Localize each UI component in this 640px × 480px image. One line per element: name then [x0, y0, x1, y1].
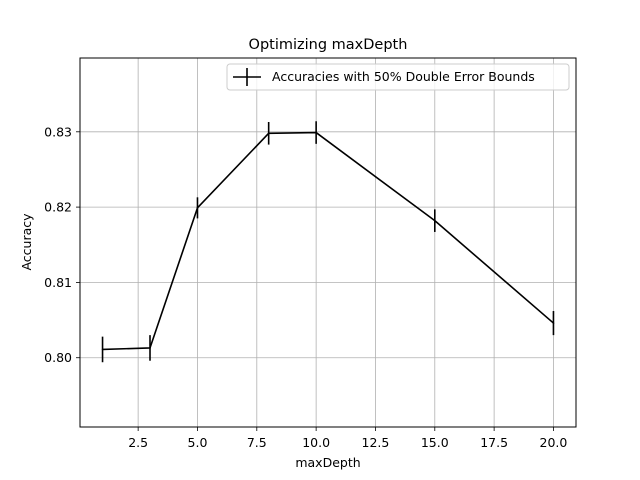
data-point: [433, 219, 436, 222]
x-tick-label: 7.5: [247, 435, 267, 450]
x-tick-label: 2.5: [128, 435, 148, 450]
x-tick-label: 10.0: [302, 435, 330, 450]
legend-box: [226, 63, 570, 91]
data-point: [101, 348, 104, 351]
y-tick-label: 0.81: [44, 275, 72, 290]
x-tick-label: 12.5: [362, 435, 390, 450]
x-tick-label: 15.0: [421, 435, 449, 450]
series-line: [102, 131, 554, 351]
y-tick-label: 0.82: [44, 200, 72, 215]
y-axis-label: Accuracy: [19, 213, 34, 271]
chart-title: Optimizing maxDepth: [249, 37, 408, 53]
plot-frame: [79, 57, 577, 428]
data-point: [149, 347, 151, 349]
grid: [80, 58, 576, 427]
x-axis-label: maxDepth: [295, 455, 360, 470]
legend: Accuracies with 50% Double Error Bounds: [226, 63, 570, 91]
x-tick-label: 5.0: [188, 435, 208, 450]
x-tick-label: 20.0: [540, 435, 568, 450]
legend-label: Accuracies with 50% Double Error Bounds: [272, 69, 535, 84]
y-axis-ticks: 0.80 0.81 0.82 0.83: [44, 124, 80, 365]
x-axis-ticks: 2.5 5.0 7.5 10.0 12.5 15.0 17.5 20.0: [128, 427, 567, 450]
y-tick-label: 0.80: [44, 350, 72, 365]
data-point: [196, 207, 199, 209]
y-tick-label: 0.83: [44, 124, 72, 139]
data-point: [552, 322, 555, 324]
x-tick-label: 17.5: [480, 435, 508, 450]
data-point: [267, 132, 270, 135]
data-point: [315, 131, 317, 134]
series-layer: [101, 121, 555, 363]
